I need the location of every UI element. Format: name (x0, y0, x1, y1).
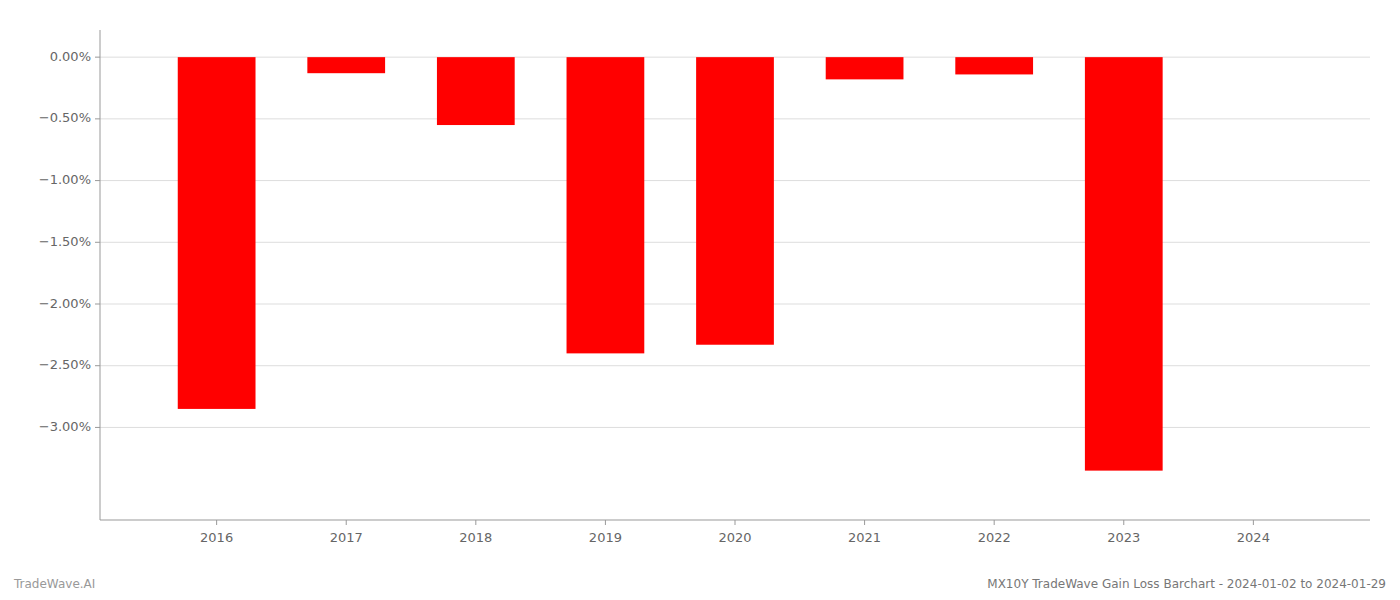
y-tick-label: −3.00% (39, 419, 91, 434)
y-tick-label: −1.50% (39, 234, 91, 249)
y-tick (95, 242, 100, 243)
x-tick-label: 2021 (848, 530, 881, 545)
x-axis: 2016 2017 2018 2019 2020 2021 2022 2023 2024 (100, 520, 1370, 545)
x-tick (475, 520, 476, 525)
bar (826, 57, 904, 79)
y-tick (95, 180, 100, 181)
bar (1214, 57, 1292, 58)
bars (178, 57, 1163, 470)
y-tick (95, 57, 100, 58)
x-tick (864, 520, 865, 525)
bar (437, 57, 515, 125)
grid-line (100, 365, 1370, 366)
y-tick (95, 427, 100, 428)
x-tick-label: 2022 (978, 530, 1011, 545)
x-tick (994, 520, 995, 525)
y-tick (95, 118, 100, 119)
y-axis: 0.00% −0.50% −1.00% −1.50% −2.00% −2.50% −3.00… (39, 30, 100, 520)
bar (307, 57, 385, 73)
x-tick (346, 520, 347, 525)
x-tick (605, 520, 606, 525)
watermark: TradeWave.AI (13, 577, 95, 591)
y-grid (100, 57, 1370, 427)
y-tick (95, 365, 100, 366)
y-tick (95, 304, 100, 305)
x-tick-label: 2020 (718, 530, 751, 545)
x-tick-label: 2018 (459, 530, 492, 545)
bar (955, 57, 1033, 74)
x-tick-label: 2023 (1107, 530, 1140, 545)
grid-line (100, 427, 1370, 428)
x-tick (1123, 520, 1124, 525)
bar (178, 57, 256, 409)
y-axis-line (100, 30, 101, 520)
x-tick-label: 2017 (330, 530, 363, 545)
x-tick-label: 2019 (589, 530, 622, 545)
chart: 0.00% −0.50% −1.00% −1.50% −2.00% −2.50% −3.00… (0, 0, 1400, 600)
x-tick (216, 520, 217, 525)
y-tick-label: −2.00% (39, 296, 91, 311)
bar (567, 57, 645, 353)
x-tick (1253, 520, 1254, 525)
x-tick (735, 520, 736, 525)
y-tick-label: −2.50% (39, 357, 91, 372)
y-tick-label: 0.00% (50, 49, 91, 64)
y-tick-label: −0.50% (39, 110, 91, 125)
x-tick-label: 2024 (1237, 530, 1270, 545)
x-tick-label: 2016 (200, 530, 233, 545)
title: MX10Y TradeWave Gain Loss Barchart - 202… (987, 577, 1386, 591)
y-tick-label: −1.00% (39, 172, 91, 187)
bar (1085, 57, 1163, 470)
bar (696, 57, 774, 345)
